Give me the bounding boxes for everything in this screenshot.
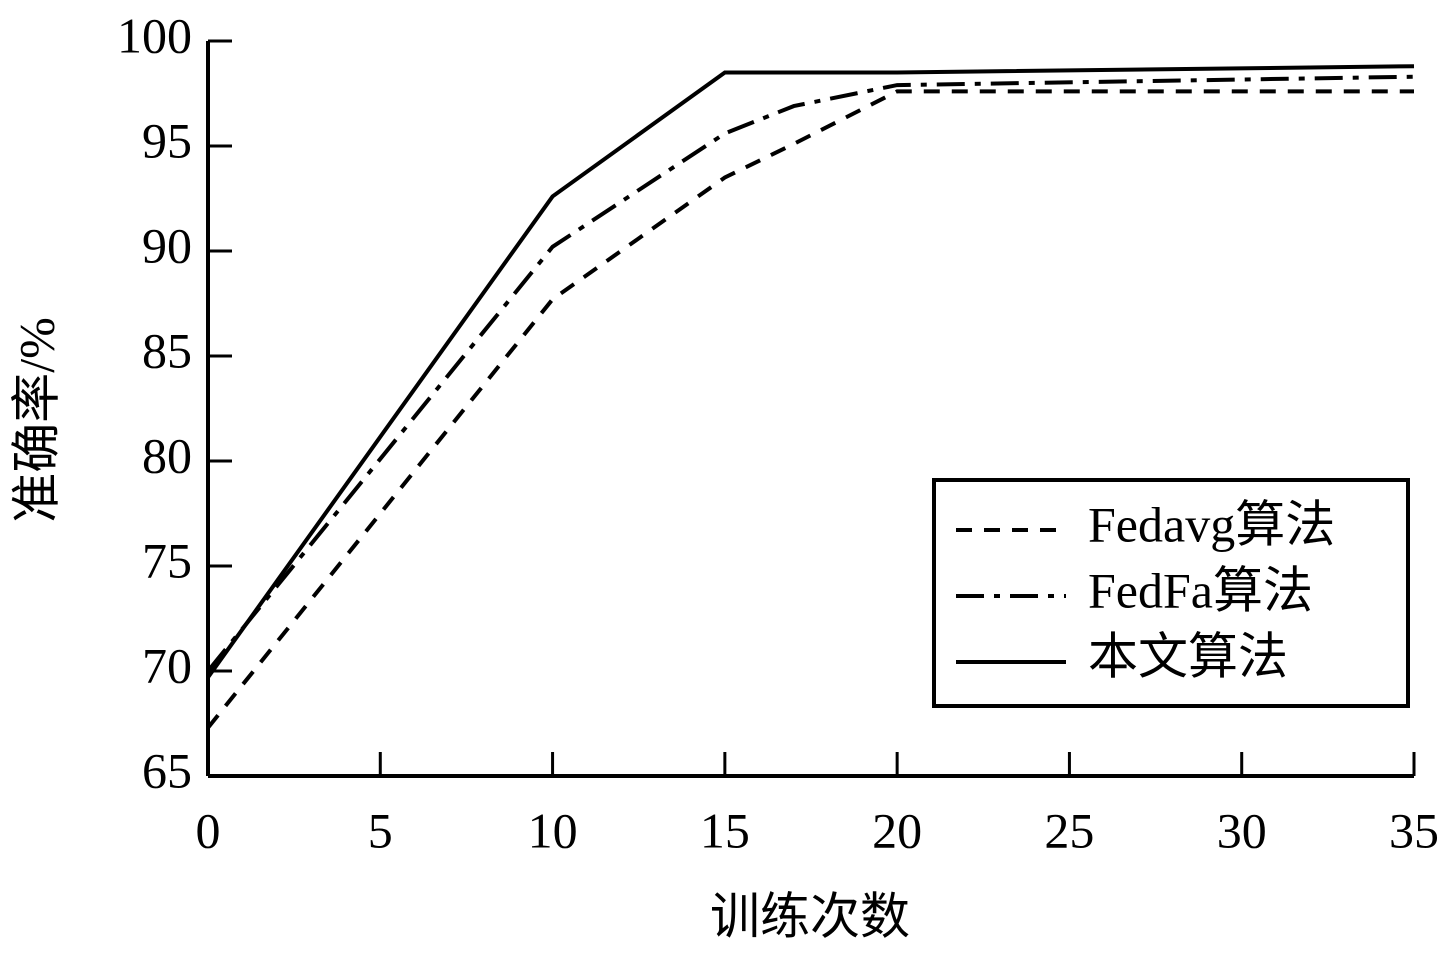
legend-box bbox=[932, 478, 1410, 708]
x-tick-label: 10 bbox=[528, 802, 578, 858]
y-tick-label: 65 bbox=[142, 742, 192, 798]
y-tick-label: 70 bbox=[142, 637, 192, 693]
x-axis-label: 训练次数 bbox=[710, 888, 910, 944]
y-tick-label: 100 bbox=[117, 7, 192, 63]
x-tick-label: 30 bbox=[1217, 802, 1267, 858]
legend-label: 本文算法 bbox=[1088, 628, 1288, 684]
x-tick-label: 15 bbox=[700, 802, 750, 858]
y-tick-label: 95 bbox=[142, 112, 192, 168]
y-tick-label: 90 bbox=[142, 217, 192, 273]
x-tick-label: 25 bbox=[1044, 802, 1094, 858]
y-tick-label: 80 bbox=[142, 427, 192, 483]
legend-label: FedFa算法 bbox=[1088, 562, 1313, 618]
series-line bbox=[206, 89, 1414, 729]
x-tick-label: 5 bbox=[368, 802, 393, 858]
x-tick-label: 20 bbox=[872, 802, 922, 858]
series-line bbox=[206, 74, 1415, 673]
legend-label: Fedavg算法 bbox=[1088, 496, 1335, 552]
y-tick-label: 75 bbox=[142, 532, 192, 588]
y-axis-label: 准确率/% bbox=[8, 317, 64, 523]
x-tick-label: 0 bbox=[196, 802, 221, 858]
x-tick-label: 35 bbox=[1389, 802, 1439, 858]
y-tick-label: 85 bbox=[142, 322, 192, 378]
series-line bbox=[206, 64, 1415, 679]
